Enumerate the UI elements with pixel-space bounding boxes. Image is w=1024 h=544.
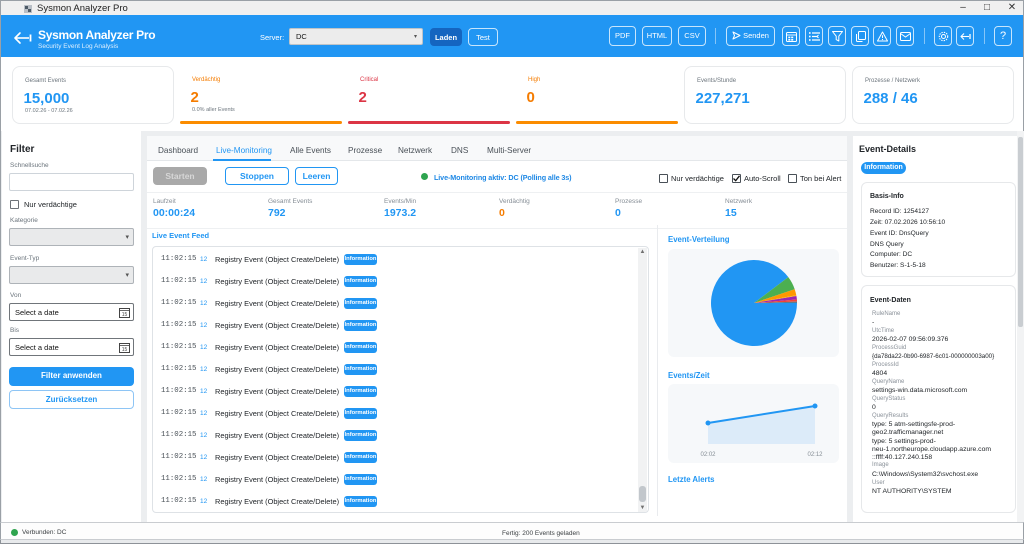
svg-text:15: 15 xyxy=(122,312,128,318)
svg-text:02:02: 02:02 xyxy=(700,452,716,458)
svg-text:15: 15 xyxy=(122,347,128,353)
svg-text:02:12: 02:12 xyxy=(807,452,823,458)
